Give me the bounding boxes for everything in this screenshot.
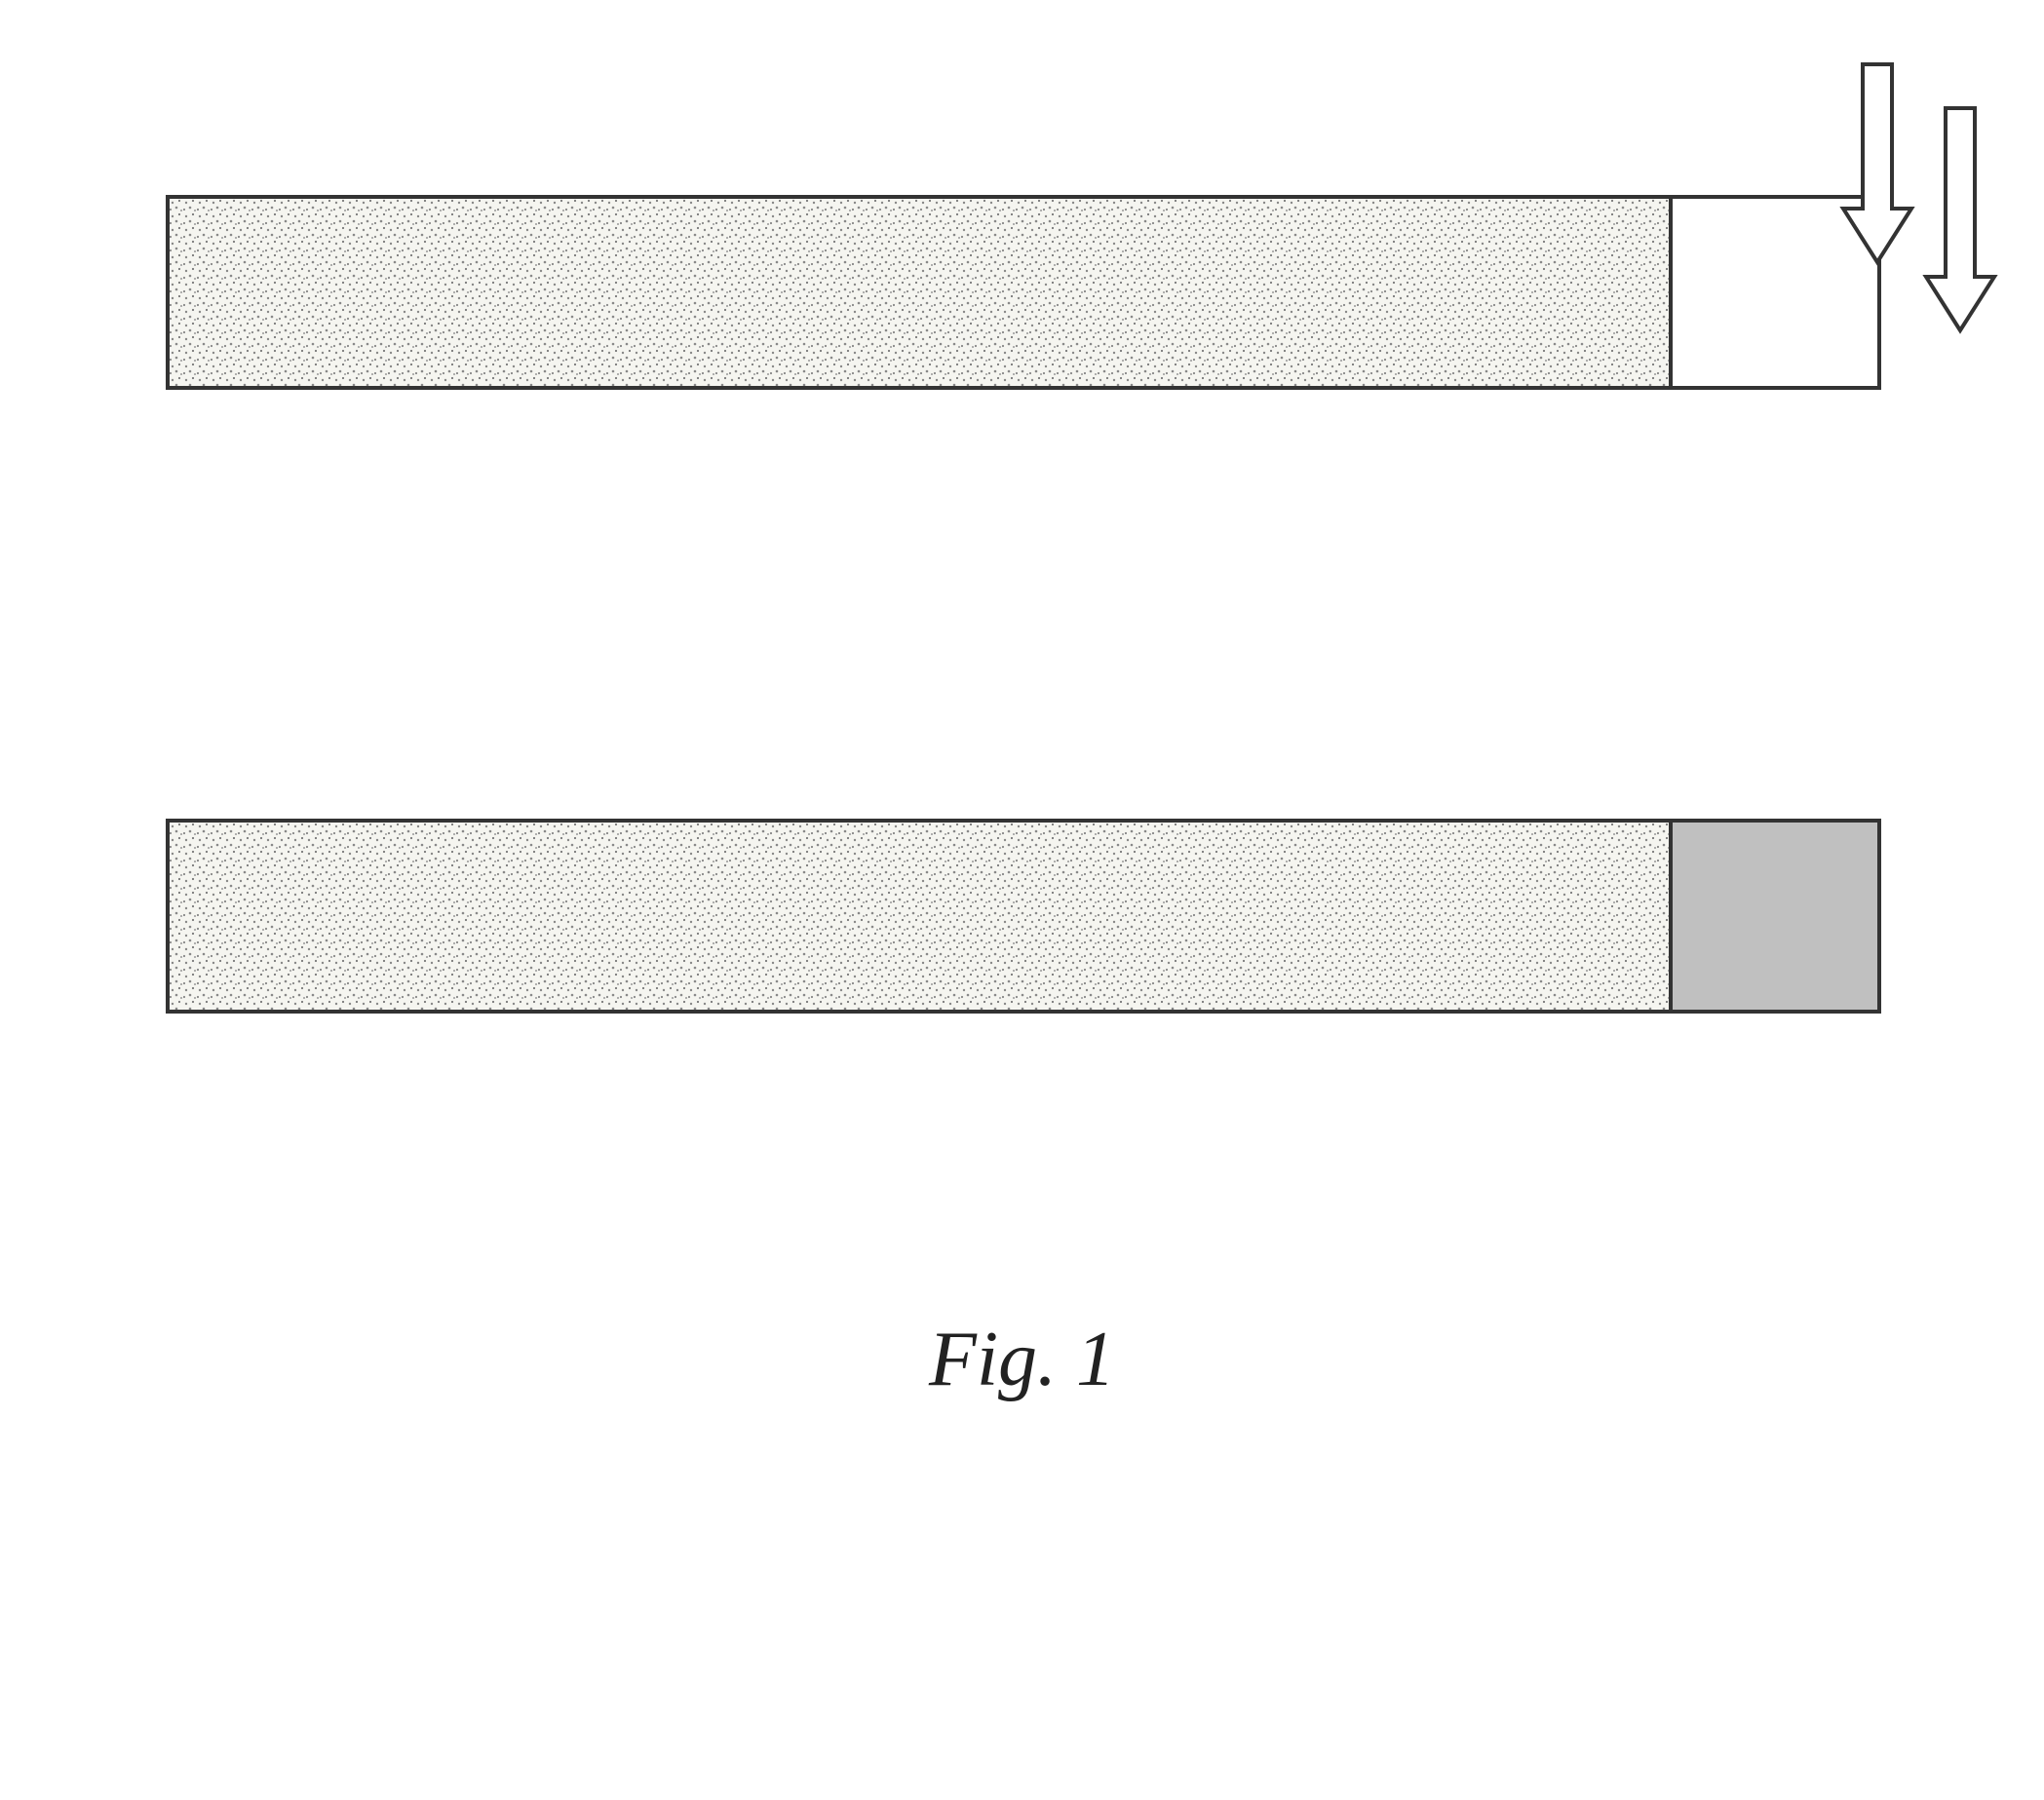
arrow-right xyxy=(1921,106,1999,335)
bottom-bar-dotted-segment xyxy=(170,823,1673,1010)
top-bar-dotted-segment xyxy=(170,199,1673,386)
dotted-fill-bottom xyxy=(170,823,1669,1010)
arrow-left xyxy=(1838,62,1916,267)
top-bar xyxy=(166,195,1881,390)
figure-container xyxy=(166,195,1881,1014)
dotted-fill-top xyxy=(170,199,1669,386)
bottom-bar xyxy=(166,819,1881,1014)
figure-caption: Fig. 1 xyxy=(929,1316,1115,1404)
bottom-bar-gray-segment xyxy=(1673,823,1877,1010)
